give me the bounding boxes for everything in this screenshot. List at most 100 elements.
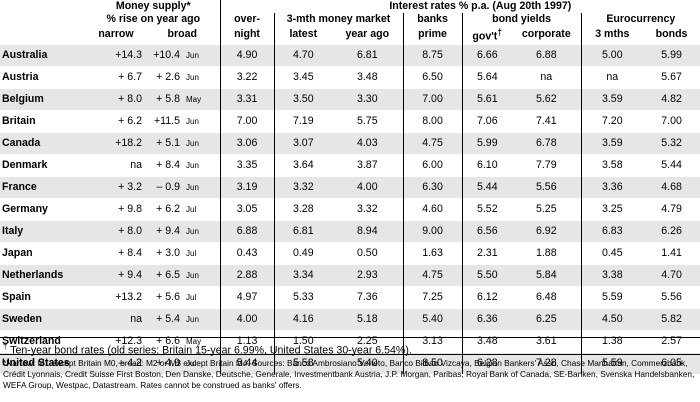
cell-year-ago: 3.30 [332,87,404,111]
notes-divider [0,354,700,355]
cell-country: Netherlands [0,263,87,287]
cell-narrow: +18.2 [87,131,145,155]
cell-country: Germany [0,197,87,221]
table-row: Netherlands + 9.4 + 6.5 Jun 2.88 3.34 2.93 4.75… [0,263,700,287]
cell-overnight: 4.97 [219,285,275,309]
cell-overnight: 3.05 [219,197,275,221]
table-row: Britain + 6.2 +11.5 Jun 7.00 7.19 5.75 8.00 7.06… [0,109,700,133]
cell-year-ago: 3.48 [332,65,404,89]
cell-year-ago: 5.75 [332,109,404,133]
cell-euro3: 6.83 [580,219,644,243]
cell-overnight: 7.00 [219,109,275,133]
cell-corporate: 5.84 [512,263,582,287]
cell-govt: 5.44 [461,175,513,199]
cell-eurobonds: 5.82 [643,307,700,331]
broad-header: broad [167,28,197,41]
cell-country: Austria [0,65,87,89]
cell-prime: 8.50 [402,351,463,374]
cell-govt: 6.12 [461,285,513,309]
cell-month: Jun [183,43,221,67]
table-row: Belgium + 8.0 + 5.8 May 3.31 3.50 3.30 7.00 5.61… [0,87,700,111]
cell-broad: + 5.1 [145,131,183,155]
cell-overnight: 3.06 [219,131,275,155]
cell-broad: + 6.5 [145,263,183,287]
cell-broad: + 6.2 [145,197,183,221]
cell-euro3: 7.20 [580,109,644,133]
cell-prime: 5.40 [402,307,463,331]
money-market-header: 3-mth money market [273,13,404,26]
cell-overnight: 3.19 [219,175,275,199]
cell-govt: 6.66 [461,43,513,67]
cell-govt: 7.06 [461,109,513,133]
cell-corporate: 5.25 [512,197,582,221]
footnote-divider [0,337,700,338]
cell-govt: 3.48 [461,329,513,353]
cell-prime: 7.00 [402,87,463,111]
cell-year-ago: 3.87 [332,153,404,177]
cell-year-ago: 5.40 [332,351,404,374]
cell-euro3: 1.38 [580,329,644,353]
cell-broad: + 9.4 [145,219,183,243]
cell-corporate: 5.56 [512,175,582,199]
cell-latest: 3.45 [273,65,333,89]
cell-govt: 5.64 [461,65,513,89]
cell-corporate: 6.78 [512,131,582,155]
cell-corporate: 7.41 [512,109,582,133]
cell-corporate: na [512,65,582,89]
cell-euro3: 3.59 [580,87,644,111]
table-row: France + 3.2– 0.9 Jun 3.19 3.32 4.00 6.30 5.44 5… [0,175,700,199]
cell-month: Jul [183,241,221,265]
cell-eurobonds: 1.41 [643,241,700,265]
cell-narrow: + 9.4 [87,263,145,287]
table-row: Spain +13.2 + 5.6 Jul 4.97 5.33 7.36 7.25 6.12 6.… [0,285,700,309]
cell-narrow: + 3.2 [87,175,145,199]
cell-eurobonds: 7.00 [643,109,700,133]
cell-overnight: 5.44 [219,351,275,374]
cell-prime: 4.60 [402,197,463,221]
cell-narrow: na [87,153,145,177]
cell-corporate: 6.88 [512,43,582,67]
cell-country: Sweden [0,307,87,331]
table-row: Austria + 6.7 + 2.6 Jun 3.22 3.45 3.48 6.50 5.64… [0,65,700,89]
cell-month: May [183,329,221,353]
cell-broad: + 5.8 [145,87,183,111]
cell-month: May [183,87,221,111]
cell-euro3: 3.38 [580,263,644,287]
cell-narrow: + 6.2 [87,109,145,133]
cell-overnight: 3.22 [219,65,275,89]
header-row-1: Money supply* Interest rates % p.a. (Aug… [0,0,700,13]
cell-euro3: na [580,65,644,89]
cell-prime: 4.75 [402,263,463,287]
cell-prime: 6.00 [402,153,463,177]
cell-corporate: 7.28 [512,351,582,374]
cell-country: Belgium [0,87,87,111]
cell-prime: 8.00 [402,109,463,133]
cell-govt: 5.99 [461,131,513,155]
cell-latest: 4.16 [273,307,333,331]
euro-bonds-header: bonds [655,28,688,41]
cell-month: Jun [183,263,221,287]
table-row: Switzerland +12.3 + 6.6 May 1.13 1.50 2.25 3.13… [0,329,700,353]
cell-month: Jul [183,285,221,309]
cell-broad: + 5.6 [145,285,183,309]
cell-latest: 0.49 [273,241,333,265]
bond-yields-header: bond yields [461,13,582,26]
cell-prime: 9.00 [402,219,463,243]
cell-broad: + 2.6 [145,65,183,89]
cell-month: Jun [183,65,221,89]
cell-year-ago: 7.36 [332,285,404,309]
overnight-header-top: over- [219,13,275,26]
cell-latest: 3.50 [273,87,333,111]
table-row: United States – 4.2 + 4.9 Jul 5.44 5.58 5.40 8.… [0,351,700,374]
cell-year-ago: 3.32 [332,197,404,221]
year-ago-header: year ago [345,28,390,41]
table-row: Australia +14.3 +10.4 Jun 4.90 4.70 6.81 8.75 6.… [0,43,700,67]
cell-latest: 3.34 [273,263,333,287]
cell-month: Jun [183,109,221,133]
cell-broad: +10.4 [145,43,183,67]
cell-govt: 6.28 [461,351,513,374]
cell-month: Jul [183,197,221,221]
cell-prime: 4.75 [402,131,463,155]
prime-header: prime [402,26,463,45]
